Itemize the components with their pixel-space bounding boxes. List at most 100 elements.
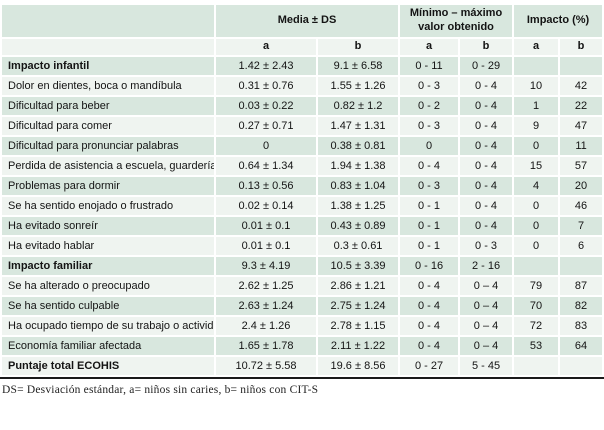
table-cell: 87 [560, 276, 603, 295]
table-cell: 0 – 4 [460, 336, 513, 355]
ecohis-table: Media ± DS Mínimo – máximo valor obtenid… [0, 3, 604, 377]
table-cell: 0 - 11 [400, 56, 459, 75]
col-group-media-ds: Media ± DS [216, 5, 399, 37]
col-group-min-max: Mínimo – máximo valor obtenido [400, 5, 513, 37]
table-cell: 4 [514, 176, 559, 195]
table-cell: 2.78 ± 1.15 [318, 316, 399, 335]
subheader-impacto-b: b [560, 39, 603, 55]
table-row: Problemas para dormir 0.13 ± 0.56 0.83 ± 1… [2, 176, 603, 195]
table-cell: 0.03 ± 0.22 [216, 96, 316, 115]
table-cell: 0.02 ± 0.14 [216, 196, 316, 215]
table-row: Ha evitado sonreír 0.01 ± 0.1 0.43 ± 0.89 0… [2, 216, 603, 235]
table-cell: 0 - 4 [460, 216, 513, 235]
row-label: Dificultad para pronunciar palabras [2, 136, 214, 155]
table-cell: 9.1 ± 6.58 [318, 56, 399, 75]
table-cell: 20 [560, 176, 603, 195]
table-cell: 2.63 ± 1.24 [216, 296, 316, 315]
table-cell: 0 - 1 [400, 196, 459, 215]
table-cell: 0.83 ± 1.04 [318, 176, 399, 195]
table-row: Se ha sentido culpable 2.63 ± 1.24 2.75 ± … [2, 296, 603, 315]
table-cell: 0.27 ± 0.71 [216, 116, 316, 135]
table-cell [514, 356, 559, 375]
row-label: Ha evitado sonreír [2, 216, 214, 235]
table-row: Ha evitado hablar 0.01 ± 0.1 0.3 ± 0.61 0 -… [2, 236, 603, 255]
row-label: Se ha alterado o preocupado [2, 276, 214, 295]
table-cell: 0 – 4 [460, 276, 513, 295]
table-cell: 0 - 4 [460, 156, 513, 175]
table-cell: 0.01 ± 0.1 [216, 236, 316, 255]
row-label: Perdida de asistencia a escuela, guarder… [2, 156, 214, 175]
table-cell: 83 [560, 316, 603, 335]
table-cell [514, 256, 559, 275]
subheader-media-a: a [216, 39, 316, 55]
table-cell: 70 [514, 296, 559, 315]
table-cell: 2.86 ± 1.21 [318, 276, 399, 295]
section-row: Impacto familiar 9.3 ± 4.19 10.5 ± 3.39 0 -… [2, 256, 603, 275]
table-cell: 0.31 ± 0.76 [216, 76, 316, 95]
row-label: Problemas para dormir [2, 176, 214, 195]
row-label: Dificultad para beber [2, 96, 214, 115]
col-group-impacto: Impacto (%) [514, 5, 603, 37]
table-cell: 0.13 ± 0.56 [216, 176, 316, 195]
table-cell: 0 - 4 [400, 156, 459, 175]
table-cell: 10.72 ± 5.58 [216, 356, 316, 375]
table-cell: 46 [560, 196, 603, 215]
table-cell: 19.6 ± 8.56 [318, 356, 399, 375]
subheader-minmax-b: b [460, 39, 513, 55]
row-label-header-cell [2, 5, 214, 37]
table-cell: 0 - 3 [460, 236, 513, 255]
table-cell [560, 356, 603, 375]
section-row: Puntaje total ECOHIS 10.72 ± 5.58 19.6 ± 8… [2, 356, 603, 375]
table-cell: 0 - 16 [400, 256, 459, 275]
table-cell: 0 - 4 [460, 176, 513, 195]
table-cell: 47 [560, 116, 603, 135]
table-row: Se ha sentido enojado o frustrado 0.02 ± … [2, 196, 603, 215]
table-cell: 1.55 ± 1.26 [318, 76, 399, 95]
table-cell: 2.4 ± 1.26 [216, 316, 316, 335]
table-cell: 6 [560, 236, 603, 255]
subheader-label-cell [2, 39, 214, 55]
table-cell: 2.62 ± 1.25 [216, 276, 316, 295]
table-cell: 9.3 ± 4.19 [216, 256, 316, 275]
table-cell: 0.43 ± 0.89 [318, 216, 399, 235]
table-cell: 42 [560, 76, 603, 95]
subheader-impacto-a: a [514, 39, 559, 55]
table-row: Dolor en dientes, boca o mandíbula 0.31 ±… [2, 76, 603, 95]
table-row: Economía familiar afectada 1.65 ± 1.78 2.1… [2, 336, 603, 355]
table-cell: 0 - 4 [400, 276, 459, 295]
section-row: Impacto infantil 1.42 ± 2.43 9.1 ± 6.58 0 -… [2, 56, 603, 75]
table-cell [514, 56, 559, 75]
table-cell: 0 – 4 [460, 316, 513, 335]
table-cell: 0.82 ± 1.2 [318, 96, 399, 115]
table-cell [560, 56, 603, 75]
row-label: Ha ocupado tiempo de su trabajo o activi… [2, 316, 214, 335]
row-label: Dificultad para comer [2, 116, 214, 135]
table-cell: 1.94 ± 1.38 [318, 156, 399, 175]
table-cell: 22 [560, 96, 603, 115]
table-cell: 0.01 ± 0.1 [216, 216, 316, 235]
table-cell: 1 [514, 96, 559, 115]
table-cell: 0 – 4 [460, 296, 513, 315]
table-cell: 1.42 ± 2.43 [216, 56, 316, 75]
row-label: Impacto familiar [2, 256, 214, 275]
subheader-row: a b a b a b [2, 39, 603, 55]
table-row: Perdida de asistencia a escuela, guarder… [2, 156, 603, 175]
table-cell: 53 [514, 336, 559, 355]
table-cell: 0 [514, 216, 559, 235]
table-cell: 82 [560, 296, 603, 315]
table-cell: 0 - 3 [400, 116, 459, 135]
row-label: Se ha sentido enojado o frustrado [2, 196, 214, 215]
table-cell: 0 - 4 [400, 336, 459, 355]
row-label: Economía familiar afectada [2, 336, 214, 355]
table-cell: 1.65 ± 1.78 [216, 336, 316, 355]
table-cell: 0 - 29 [460, 56, 513, 75]
table-cell [560, 256, 603, 275]
header-group-row: Media ± DS Mínimo – máximo valor obtenid… [2, 5, 603, 37]
table-cell: 2.75 ± 1.24 [318, 296, 399, 315]
table-cell: 0 [216, 136, 316, 155]
table-cell: 0 - 4 [400, 316, 459, 335]
table-cell: 0 - 4 [460, 76, 513, 95]
table-cell: 7 [560, 216, 603, 235]
row-label: Se ha sentido culpable [2, 296, 214, 315]
